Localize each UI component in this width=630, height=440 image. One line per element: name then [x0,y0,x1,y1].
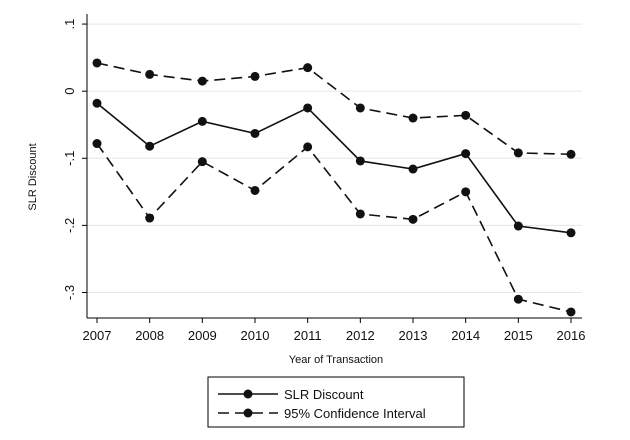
data-point [513,294,523,304]
series-line-2 [96,143,572,313]
y-tick-label: -.2 [62,218,77,233]
legend: SLR Discount 95% Confidence Interval [207,376,465,428]
series-line-0 [96,102,572,234]
x-tick-label: 2009 [188,328,217,343]
data-point [355,209,365,219]
data-point [566,228,576,238]
x-tick-label: 2007 [83,328,112,343]
data-point [303,63,313,73]
data-point [566,149,576,159]
y-tick-label: -.1 [62,151,77,166]
data-point [513,148,523,158]
data-point [303,103,313,113]
data-point [250,128,260,138]
y-axis-title: SLR Discount [27,143,39,210]
x-tick-label: 2012 [346,328,375,343]
data-point [145,213,155,223]
x-tick-label: 2016 [557,328,586,343]
data-point [461,149,471,159]
data-point [355,103,365,113]
data-point [145,141,155,151]
data-point [408,164,418,174]
data-point [408,113,418,123]
legend-box [207,376,465,428]
data-point [461,187,471,197]
legend-label-slr-discount: SLR Discount [284,387,364,402]
data-point [197,157,207,167]
data-point [145,69,155,79]
series-line-1 [96,62,572,156]
legend-marker-solid [243,389,253,399]
y-tick-label: 0 [62,88,77,95]
data-point [92,139,102,149]
y-axis-ticks: .1 0 -.1 -.2 -.3 [62,19,87,300]
data-point [250,185,260,195]
data-point [92,58,102,68]
y-tick-label: .1 [62,19,77,30]
data-point [461,110,471,120]
x-tick-label: 2010 [241,328,270,343]
data-point [566,307,576,317]
data-point [197,76,207,86]
data-point [513,221,523,231]
data-point [92,98,102,108]
legend-label-confidence-interval: 95% Confidence Interval [284,406,426,421]
legend-marker-dashed [243,408,253,418]
x-axis-title: Year of Transaction [289,354,383,366]
data-point [303,142,313,152]
x-tick-label: 2011 [294,328,322,343]
x-tick-label: 2013 [399,328,428,343]
y-tick-label: -.3 [62,285,77,300]
x-tick-label: 2008 [135,328,164,343]
x-axis-ticks: 2007 2008 2009 2010 2011 2012 2013 2014 2015 2016 [83,318,586,343]
series-layer [92,58,576,317]
grid-lines [87,23,582,293]
data-point [250,71,260,81]
data-point [355,156,365,166]
x-tick-label: 2015 [504,328,533,343]
data-point [408,214,418,224]
x-tick-label: 2014 [451,328,480,343]
data-point [197,116,207,126]
